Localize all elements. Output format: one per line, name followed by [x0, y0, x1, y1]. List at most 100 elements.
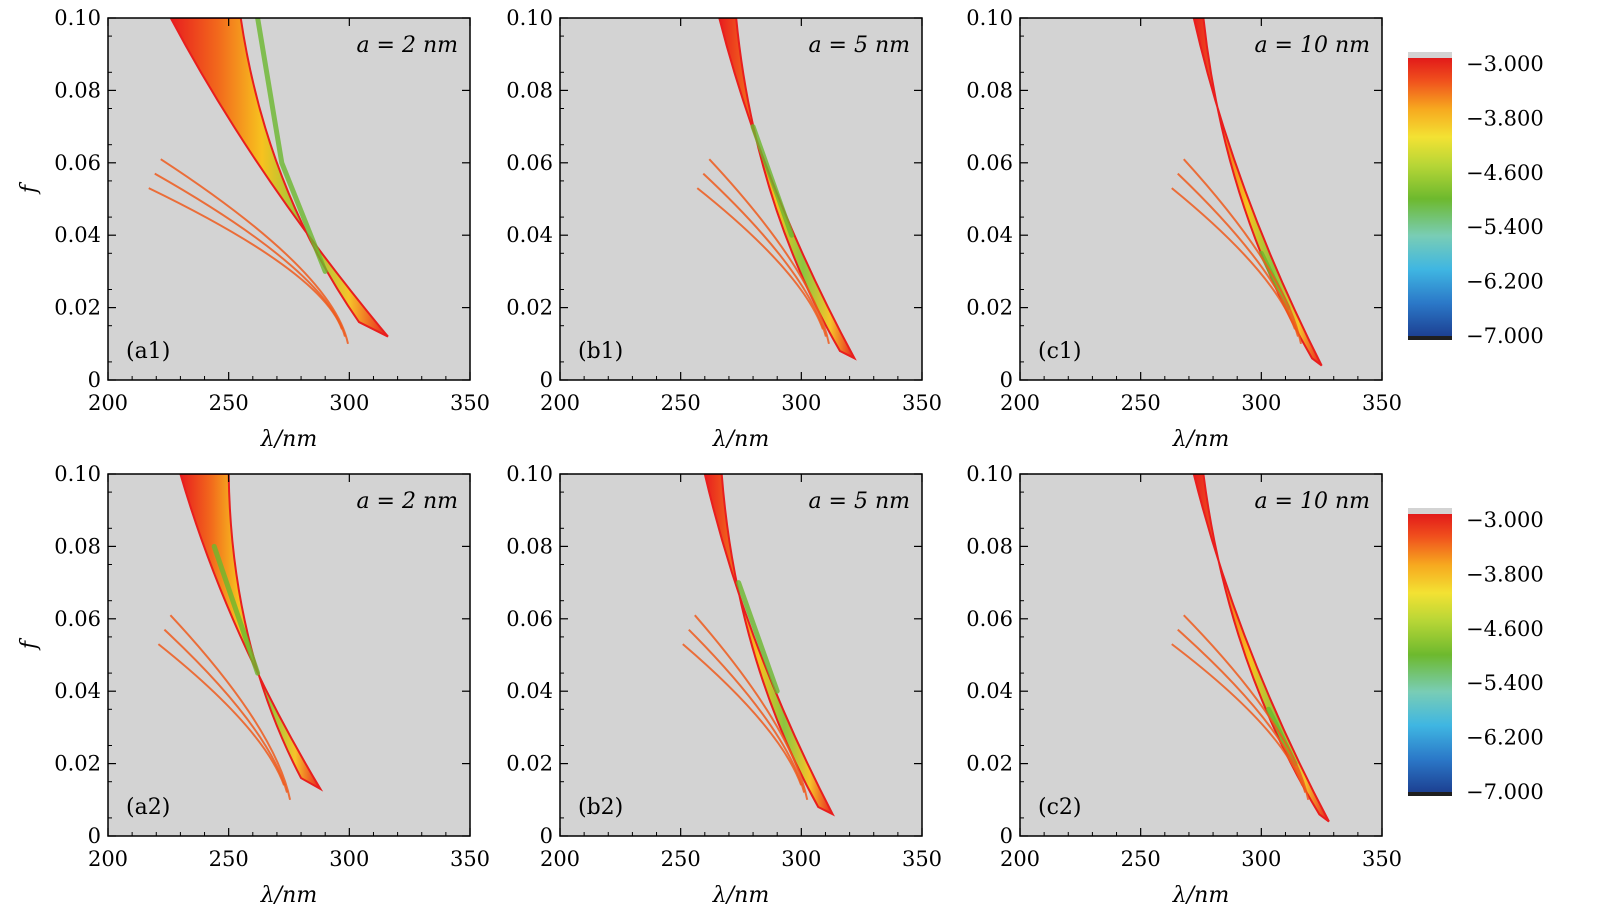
x-axis-title: λ/nm — [260, 427, 317, 452]
x-tick-label: 350 — [1362, 847, 1402, 871]
contour-core — [211, 543, 261, 676]
contour-fringe — [157, 643, 286, 786]
x-tick-label: 300 — [1241, 391, 1281, 415]
plot-background — [108, 474, 470, 836]
contour-fringe — [1183, 158, 1302, 345]
plot-background — [560, 474, 922, 836]
contour-fringe — [169, 614, 292, 801]
y-tick-label: 0.02 — [966, 752, 1013, 776]
x-tick-label: 200 — [1000, 847, 1040, 871]
panel-c1: 200 250 300 350 0 0.02 0.04 0.06 0.08 0.10 λ/nm a =… — [966, 6, 1402, 452]
panel-annotation: a = 10 nm — [1254, 33, 1370, 58]
contour-band — [1192, 18, 1323, 367]
y-tick-label: 0.06 — [506, 607, 553, 631]
y-tick-label: 0 — [540, 368, 553, 392]
x-tick-label: 350 — [450, 847, 490, 871]
y-tick-label: 0.10 — [54, 462, 101, 486]
x-tick-label: 250 — [661, 847, 701, 871]
plot-frame — [1019, 473, 1383, 837]
y-tick-label: 0.08 — [966, 534, 1013, 558]
panel-label: (b1) — [578, 339, 623, 364]
y-tick-label: 0.08 — [966, 78, 1013, 102]
contour-fringe — [1171, 643, 1304, 786]
x-tick-label: 300 — [1241, 847, 1281, 871]
x-tick-label: 300 — [329, 391, 369, 415]
contour-band — [169, 18, 389, 338]
x-tick-label: 300 — [781, 847, 821, 871]
y-tick-label: 0.04 — [966, 223, 1013, 247]
plot-frame — [107, 473, 471, 837]
y-tick-label: 0.08 — [506, 534, 553, 558]
x-tick-label: 350 — [902, 847, 942, 871]
colorbar-tick-label: −7.000 — [1466, 780, 1544, 804]
contour-core — [750, 124, 795, 238]
y-tick-label: 0.10 — [506, 462, 553, 486]
y-tick-label: 0.04 — [54, 223, 101, 247]
panel-label: (a1) — [126, 339, 170, 364]
contour-fringe — [1183, 614, 1310, 801]
y-tick-label: 0.02 — [966, 296, 1013, 320]
panel-annotation: a = 5 nm — [808, 33, 910, 58]
plot-frame — [559, 17, 923, 381]
x-axis-title: λ/nm — [712, 427, 769, 452]
x-tick-label: 350 — [902, 391, 942, 415]
contour-fringe — [1171, 187, 1296, 330]
y-tick-label: 0 — [1000, 368, 1013, 392]
y-axis-title: f — [17, 181, 42, 195]
y-tick-label: 0.10 — [966, 462, 1013, 486]
y-tick-label: 0.02 — [506, 296, 553, 320]
y-tick-label: 0 — [88, 824, 101, 848]
panel-annotation: a = 10 nm — [1254, 489, 1370, 514]
x-tick-label: 200 — [540, 847, 580, 871]
panel-b1: 200 250 300 350 0 0.02 0.04 0.06 0.08 0.10 λ/nm a =… — [506, 6, 942, 452]
x-tick-label: 200 — [1000, 391, 1040, 415]
panel-b2: 200 250 300 350 0 0.02 0.04 0.06 0.08 0.10 λ/nm a =… — [506, 462, 942, 908]
contour-fringe — [682, 643, 803, 786]
y-tick-label: 0.04 — [966, 679, 1013, 703]
y-tick-label: 0.02 — [506, 752, 553, 776]
colorbar-tick-label: −6.200 — [1466, 726, 1544, 750]
y-tick-label: 0.10 — [506, 6, 553, 30]
colorbar-tick-label: −6.200 — [1466, 270, 1544, 294]
colorbar-cap — [1408, 508, 1452, 514]
y-tick-label: 0.04 — [54, 679, 101, 703]
x-tick-label: 250 — [1121, 847, 1161, 871]
y-tick-label: 0.08 — [54, 534, 101, 558]
plot-frame — [559, 473, 923, 837]
plot-background — [1020, 18, 1382, 380]
colorbar-bottom: −3.000 −3.800 −4.600 −5.400 −6.200 −7.000 — [1408, 508, 1544, 804]
panel-annotation: a = 5 nm — [808, 489, 910, 514]
plot-frame — [107, 17, 471, 381]
x-tick-label: 200 — [88, 847, 128, 871]
x-tick-label: 350 — [450, 391, 490, 415]
panel-label: (a2) — [126, 795, 170, 820]
contour-fringe — [148, 187, 343, 330]
colorbar-gradient — [1408, 58, 1452, 340]
panel-annotation: a = 2 nm — [356, 33, 458, 58]
y-tick-label: 0.04 — [506, 223, 553, 247]
y-tick-label: 0.02 — [54, 296, 101, 320]
y-tick-label: 0 — [1000, 824, 1013, 848]
panel-a2: 200 250 300 350 0 0.02 0.04 0.06 0.08 0.10 λ/nm f a … — [17, 462, 490, 908]
colorbar-top: −3.000 −3.800 −4.600 −5.400 −6.200 −7.000 — [1408, 52, 1544, 348]
y-tick-label: 0.04 — [506, 679, 553, 703]
panel-annotation: a = 2 nm — [356, 489, 458, 514]
colorbar-tick-label: −3.800 — [1466, 562, 1544, 586]
y-tick-label: 0.10 — [54, 6, 101, 30]
x-tick-label: 350 — [1362, 391, 1402, 415]
x-tick-label: 250 — [209, 847, 249, 871]
colorbar-cap — [1408, 336, 1452, 340]
y-tick-label: 0.08 — [54, 78, 101, 102]
x-axis-title: λ/nm — [1172, 883, 1229, 908]
colorbar-tick-label: −7.000 — [1466, 324, 1544, 348]
colorbar-tick-label: −5.400 — [1466, 671, 1544, 695]
colorbar-cap — [1408, 792, 1452, 796]
contour-fringe — [694, 614, 809, 801]
y-tick-label: 0.06 — [506, 151, 553, 175]
y-tick-label: 0 — [88, 368, 101, 392]
x-tick-label: 200 — [88, 391, 128, 415]
x-tick-label: 200 — [540, 391, 580, 415]
x-tick-label: 300 — [329, 847, 369, 871]
x-tick-label: 250 — [661, 391, 701, 415]
